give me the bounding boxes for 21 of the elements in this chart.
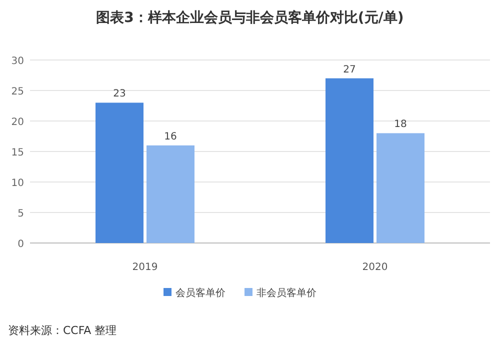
bar (326, 78, 374, 243)
y-tick-label: 30 (11, 56, 24, 67)
legend-label: 非会员客单价 (256, 287, 316, 299)
data-label: 27 (343, 64, 356, 76)
bar (376, 133, 424, 243)
y-tick-label: 15 (11, 148, 24, 158)
bar (96, 102, 144, 243)
data-label: 23 (113, 88, 126, 100)
x-tick-label: 2019 (132, 262, 158, 273)
y-tick-label: 25 (11, 86, 24, 98)
data-label: 18 (394, 119, 407, 130)
bar (146, 145, 194, 243)
y-tick-label: 10 (11, 178, 24, 189)
x-tick-label: 2020 (362, 262, 388, 273)
legend-label: 会员客单价 (176, 287, 226, 299)
text: 资料来源：CCFA 整理 (8, 324, 117, 337)
chart-title: 图表3：样本企业会员与非会员客单价对比(元/单) (96, 9, 404, 26)
data-label: 16 (164, 131, 177, 142)
y-tick-label: 0 (18, 239, 24, 250)
y-tick-label: 5 (18, 208, 24, 220)
y-tick-label: 20 (11, 117, 24, 128)
